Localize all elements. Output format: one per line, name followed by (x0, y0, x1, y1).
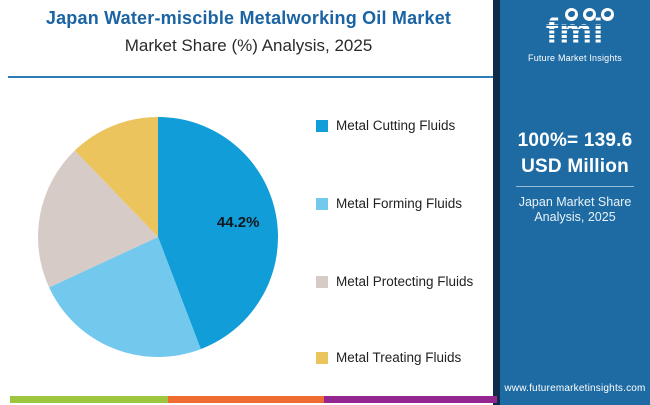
pie-slice-3 (74, 117, 158, 237)
fmi-logo: fmi Future Market Insights (500, 8, 650, 63)
stat-value-line1: 100%= 139.6 (517, 130, 633, 151)
legend-item-metal-cutting: Metal Cutting Fluids (316, 118, 455, 133)
globe-icon (582, 8, 596, 21)
globe-icon (564, 8, 578, 21)
stat-caption: Japan Market Share Analysis, 2025 (500, 195, 650, 225)
stat-divider (516, 186, 634, 187)
header-divider (8, 76, 497, 78)
pie-chart-container: 44.2% (18, 97, 298, 377)
market-size-stat: 100%= 139.6 USD Million (500, 128, 650, 180)
legend-swatch-icon (316, 275, 328, 288)
legend-item-metal-treating: Metal Treating Fluids (316, 350, 461, 365)
sidebar-edge-accent (493, 0, 500, 405)
logo-globes (500, 8, 650, 21)
pie-slice-0 (158, 117, 279, 350)
pie-slice-2 (37, 150, 158, 288)
legend-label: Metal Cutting Fluids (336, 118, 456, 133)
legend-label: Metal Treating Fluids (336, 350, 462, 365)
stat-caption-line2: Analysis, 2025 (534, 210, 616, 224)
logo-tagline: Future Market Insights (528, 53, 622, 63)
stat-caption-line1: Japan Market Share (518, 195, 632, 209)
brand-sidebar: fmi Future Market Insights 100%= 139.6 U… (500, 0, 650, 405)
footer-stripe-orange (168, 396, 324, 403)
page-subtitle: Market Share (%) Analysis, 2025 (124, 36, 373, 55)
footer-stripe-purple (324, 396, 497, 403)
globe-icon (600, 8, 614, 21)
pie-chart: 44.2% (37, 117, 279, 358)
legend-item-metal-forming: Metal Forming Fluids (316, 196, 462, 211)
legend-swatch-icon (316, 119, 328, 132)
page-title: Japan Water-miscible Metalworking Oil Ma… (45, 8, 452, 28)
legend-label: Metal Protecting Fluids (336, 274, 474, 289)
pie-slice-1 (49, 237, 201, 358)
legend-swatch-icon (316, 351, 328, 364)
header: Japan Water-miscible Metalworking Oil Ma… (0, 6, 497, 56)
legend-label: Metal Forming Fluids (336, 196, 463, 211)
footer-stripe-green (10, 396, 168, 403)
legend-swatch-icon (316, 197, 328, 210)
legend-item-metal-protecting: Metal Protecting Fluids (316, 274, 473, 289)
pie-slice-label: 44.2% (217, 214, 260, 231)
stat-value-line2: USD Million (521, 156, 629, 177)
website-link[interactable]: www.futuremarketinsights.com (504, 383, 646, 394)
